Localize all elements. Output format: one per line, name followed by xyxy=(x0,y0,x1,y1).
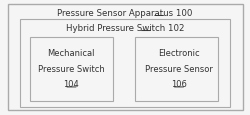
Text: Electronic: Electronic xyxy=(158,49,200,58)
Text: 104: 104 xyxy=(64,79,79,88)
Text: 106: 106 xyxy=(171,79,187,88)
FancyBboxPatch shape xyxy=(30,38,112,101)
Text: Mechanical: Mechanical xyxy=(48,49,95,58)
Text: Pressure Sensor Apparatus 100: Pressure Sensor Apparatus 100 xyxy=(57,9,193,18)
FancyBboxPatch shape xyxy=(135,38,218,101)
Text: Hybrid Pressure Switch 102: Hybrid Pressure Switch 102 xyxy=(66,24,184,33)
Text: Pressure Switch: Pressure Switch xyxy=(38,64,104,73)
FancyBboxPatch shape xyxy=(20,20,230,107)
FancyBboxPatch shape xyxy=(8,5,242,110)
Text: Pressure Sensor: Pressure Sensor xyxy=(145,64,213,73)
